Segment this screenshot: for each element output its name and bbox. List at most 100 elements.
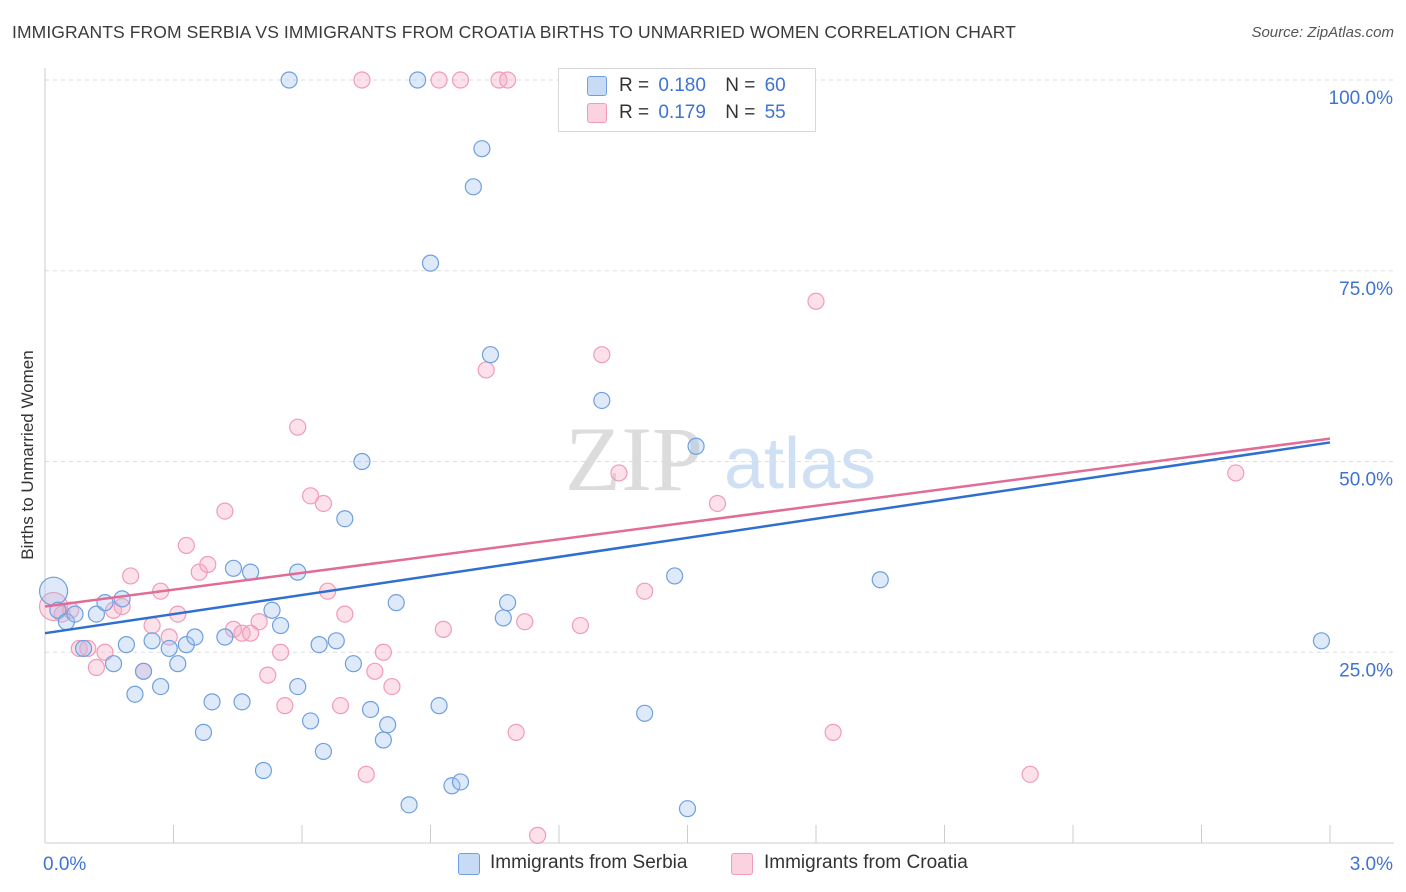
serbia-point bbox=[687, 437, 705, 455]
serbia-point bbox=[117, 636, 135, 654]
croatia-point bbox=[430, 71, 448, 89]
serbia-point bbox=[216, 628, 234, 646]
legend-r-label: R = bbox=[619, 75, 650, 96]
serbia-point bbox=[400, 796, 418, 814]
croatia-point bbox=[477, 361, 495, 379]
serbia-point bbox=[473, 140, 491, 158]
serbia-point bbox=[421, 254, 440, 272]
legend-r-serbia: 0.180 bbox=[658, 75, 706, 96]
serbia-point bbox=[387, 594, 405, 612]
croatia-point bbox=[122, 567, 140, 585]
croatia-point bbox=[807, 292, 825, 310]
serbia-point bbox=[430, 697, 448, 715]
serbia-point bbox=[443, 777, 461, 795]
stats-legend: R = 0.180 N = 60 R = 0.179 N = 55 bbox=[558, 68, 816, 132]
serbia-point bbox=[254, 761, 273, 780]
watermark: ZIP atlas bbox=[565, 408, 876, 510]
serbia-point bbox=[289, 677, 307, 696]
serbia-point bbox=[310, 636, 328, 654]
serbia-point bbox=[224, 559, 243, 577]
axes bbox=[44, 68, 1394, 844]
croatia-point bbox=[824, 723, 842, 741]
serbia-point bbox=[66, 605, 84, 623]
serbia-point bbox=[169, 655, 187, 673]
serbia-point bbox=[344, 655, 362, 673]
croatia-point bbox=[571, 616, 590, 635]
serbia-points bbox=[38, 71, 1331, 818]
serbia-point bbox=[203, 693, 221, 711]
croatia-point bbox=[374, 643, 392, 661]
croatia-point bbox=[516, 613, 534, 631]
watermark-atlas: atlas bbox=[724, 424, 876, 504]
serbia-point bbox=[678, 800, 697, 818]
croatia-point bbox=[216, 502, 234, 520]
bottom-legend-croatia: Immigrants from Croatia bbox=[764, 852, 968, 873]
serbia-point bbox=[87, 605, 106, 623]
serbia-point bbox=[409, 71, 427, 89]
serbia-trend-line bbox=[44, 441, 1331, 635]
croatia-point bbox=[87, 658, 106, 677]
croatia-point bbox=[451, 71, 470, 89]
legend-swatch-croatia bbox=[587, 103, 607, 123]
tick-labels: 25.0% 50.0% 75.0% 100.0% 0.0% 3.0% bbox=[43, 88, 1393, 875]
serbia-point bbox=[336, 510, 354, 528]
serbia-point bbox=[152, 677, 170, 696]
legend-r-label: R = bbox=[619, 102, 650, 123]
chart-title: IMMIGRANTS FROM SERBIA VS IMMIGRANTS FRO… bbox=[12, 22, 1016, 42]
serbia-point bbox=[233, 693, 251, 711]
legend-n-serbia: 60 bbox=[764, 75, 786, 96]
serbia-point bbox=[280, 71, 298, 89]
croatia-point bbox=[199, 555, 217, 574]
serbia-point bbox=[871, 571, 889, 589]
serbia-point bbox=[301, 712, 320, 730]
serbia-point bbox=[113, 590, 131, 608]
croatia-point bbox=[314, 494, 333, 513]
croatia-point bbox=[143, 616, 161, 635]
croatia-point bbox=[336, 605, 354, 623]
serbia-point bbox=[379, 716, 397, 734]
croatia-trend-line bbox=[44, 437, 1331, 608]
croatia-point bbox=[353, 71, 371, 89]
croatia-point bbox=[357, 765, 375, 783]
serbia-point bbox=[38, 576, 69, 606]
croatia-point bbox=[289, 418, 307, 436]
serbia-point bbox=[666, 567, 684, 585]
legend-n-croatia: 55 bbox=[764, 102, 786, 123]
croatia-point bbox=[177, 536, 195, 555]
croatia-point bbox=[79, 639, 97, 658]
croatia-point bbox=[434, 620, 452, 638]
legend-n-label: N = bbox=[725, 75, 756, 96]
croatia-point bbox=[507, 723, 525, 741]
serbia-point bbox=[143, 632, 161, 650]
croatia-point bbox=[708, 494, 727, 513]
legend-row-serbia: R = 0.180 N = 60 bbox=[619, 75, 786, 97]
croatia-point bbox=[301, 487, 320, 505]
serbia-point bbox=[74, 639, 93, 658]
croatia-point bbox=[593, 346, 611, 364]
y-tick-label: 25.0% bbox=[1339, 660, 1393, 681]
serbia-point bbox=[464, 178, 482, 196]
croatia-point bbox=[610, 464, 628, 482]
croatia-point bbox=[331, 697, 350, 715]
serbia-point bbox=[499, 594, 517, 612]
croatia-point bbox=[528, 826, 547, 844]
serbia-point bbox=[104, 655, 123, 673]
legend-r-croatia: 0.179 bbox=[658, 102, 706, 123]
y-tick-label: 50.0% bbox=[1339, 470, 1393, 491]
croatia-point bbox=[271, 643, 290, 661]
serbia-point bbox=[194, 723, 213, 741]
watermark-zip: ZIP bbox=[565, 408, 703, 510]
serbia-point bbox=[134, 662, 153, 680]
croatia-point bbox=[250, 613, 268, 631]
serbia-point bbox=[263, 601, 281, 619]
bottom-legend-swatch-serbia bbox=[458, 853, 480, 875]
serbia-point bbox=[271, 616, 290, 635]
serbia-point bbox=[353, 452, 371, 471]
serbia-point bbox=[374, 731, 392, 749]
serbia-point bbox=[327, 632, 345, 650]
croatia-point bbox=[259, 666, 277, 684]
trend-lines bbox=[44, 437, 1331, 635]
serbia-point bbox=[160, 639, 178, 658]
serbia-point bbox=[481, 346, 500, 364]
